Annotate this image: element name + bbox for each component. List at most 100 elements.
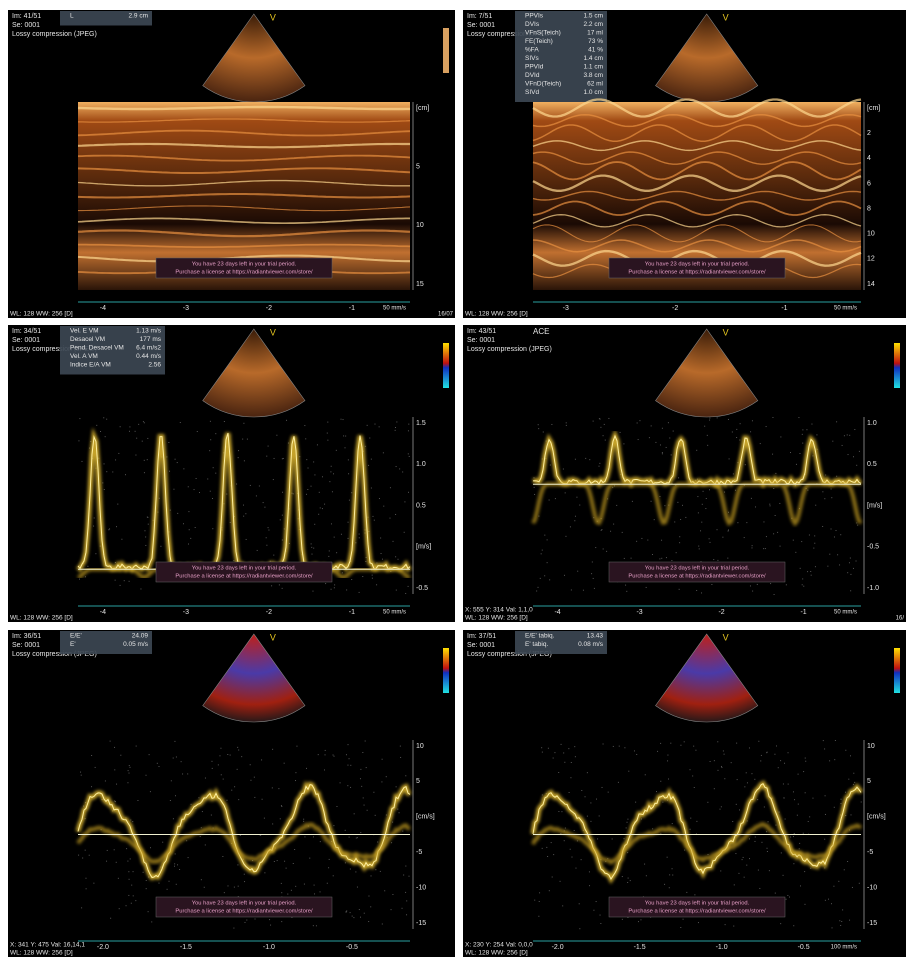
speckle [226,494,227,495]
x-tick-label: -2 [718,609,724,616]
speckle [210,439,211,440]
speckle [334,537,335,538]
header-line: Lossy compression (JPEG) [12,31,97,38]
speckle [261,759,262,760]
speckle [585,458,586,459]
speckle [115,562,116,563]
speckle [571,762,572,763]
speckle [732,821,733,822]
speckle [314,893,315,894]
speckle [710,761,711,762]
y-tick-label: 10 [416,222,424,229]
speckle [357,887,358,888]
speckle [129,426,130,427]
speckle [211,761,212,762]
speckle [800,885,801,886]
speckle [832,927,833,928]
panel: VIm: 34/51Se: 0001Lossy compression (JPE… [8,325,455,622]
speckle [346,754,347,755]
speckle [811,575,812,576]
speckle [679,542,680,543]
speckle [279,584,280,585]
speckle [408,430,409,431]
speckle [685,517,686,518]
speckle [363,797,364,798]
y-tick-label: 1.0 [416,461,426,468]
measurement-label: Vel. A VM [70,353,98,360]
speckle [169,471,170,472]
speckle [747,782,748,783]
speckle [686,892,687,893]
sector-marker: V [270,12,276,22]
speckle [131,885,132,886]
y-tick-label: -10 [416,884,426,891]
speckle [234,786,235,787]
speckle [824,748,825,749]
speckle [625,585,626,586]
speckle [317,444,318,445]
speckle [773,488,774,489]
speckle [655,442,656,443]
speckle [175,459,176,460]
speckle [106,861,107,862]
x-tick-label: -1.0 [263,944,275,951]
speckle [628,771,629,772]
speckle [403,875,404,876]
speckle [128,895,129,896]
speckle [612,838,613,839]
measurement-label: Indice E/A VM [70,362,111,369]
speckle [574,520,575,521]
speckle [359,592,360,593]
speckle [366,557,367,558]
speckle [667,760,668,761]
speckle [775,893,776,894]
speckle [661,540,662,541]
y-tick-label: 14 [867,281,875,288]
speckle [391,842,392,843]
speckle [243,505,244,506]
y-tick-label: 0.5 [416,502,426,509]
speckle [313,925,314,926]
speckle [133,895,134,896]
speckle [758,741,759,742]
speckle [840,534,841,535]
speckle [856,561,857,562]
speckle [587,816,588,817]
speckle [595,547,596,548]
speckle [799,843,800,844]
speckle [626,827,627,828]
speckle [856,522,857,523]
speckle [694,787,695,788]
speckle [314,524,315,525]
speckle [802,429,803,430]
speckle [349,758,350,759]
speckle [314,474,315,475]
speckle [348,459,349,460]
speckle [322,476,323,477]
speckle [320,891,321,892]
speckle [731,762,732,763]
speckle [129,431,130,432]
speckle [188,486,189,487]
y-tick-label: 5 [416,778,420,785]
measurement-label: DVId [525,72,540,79]
measurement-label: E' [70,641,76,648]
speckle [709,489,710,490]
y-tick-label: 0.5 [867,461,877,468]
speckle [847,861,848,862]
speckle [343,435,344,436]
speckle [568,748,569,749]
speckle [564,575,565,576]
speckle [399,812,400,813]
speckle [814,535,815,536]
speckle [542,848,543,849]
speckle [362,752,363,753]
speckle [840,925,841,926]
speckle [159,498,160,499]
speckle [672,823,673,824]
speckle [250,780,251,781]
speckle [746,772,747,773]
speckle [709,538,710,539]
speckle [274,861,275,862]
speckle [750,431,751,432]
